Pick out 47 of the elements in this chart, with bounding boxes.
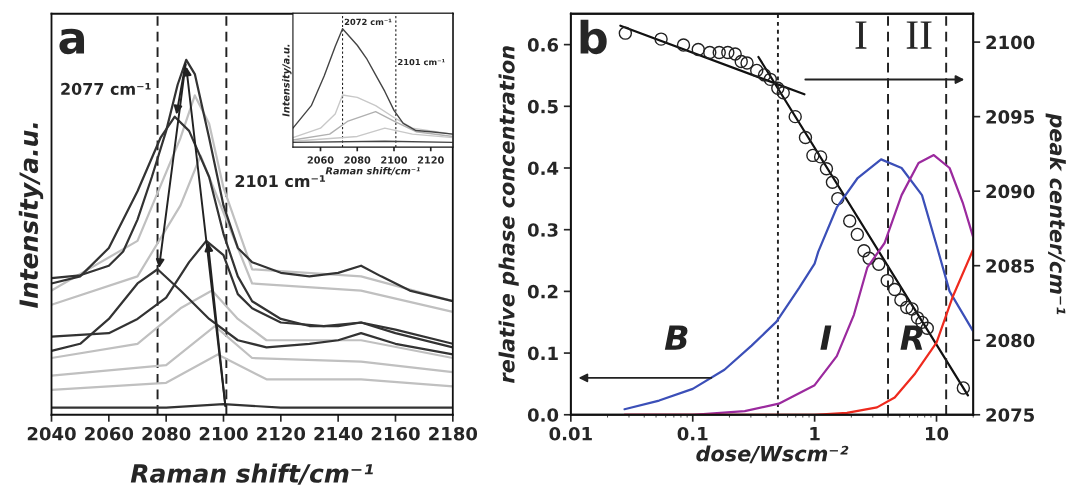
x-tick-label: 2080 [142,426,191,441]
ref-line-label: 2101 cm⁻¹ [398,58,445,66]
y-tick-label: 0.1 [527,346,558,361]
y-tick-label: 0.6 [527,38,559,52]
y-tick-label: 0.4 [527,161,559,176]
y-axis-title: Intensity/a.u. [18,123,44,308]
x-tick-label: 1 [810,427,820,441]
y-tick-label: 0.0 [527,408,559,422]
annotation: II [906,21,932,49]
annotation: b [580,19,607,55]
x-tick-label: 2120 [257,426,306,441]
x-tick-label: 2100 [199,426,248,441]
x-tick-label: 2160 [371,426,420,441]
series-label: I [820,325,832,350]
y2-tick-label: 2100 [986,35,1035,50]
x-tick-label: 2100 [381,156,408,164]
x-tick-label: 0.1 [677,426,708,441]
y-tick-label: 0.3 [527,223,558,237]
x-axis-title: Raman shift/cm⁻¹ [130,463,373,485]
ref-line-label: 2072 cm⁻¹ [344,18,392,26]
y-axis-title: relative phase concentration [498,46,519,383]
x-tick-label: 2120 [417,156,444,164]
y2-axis-title: peak center/cm⁻¹ [1045,113,1066,315]
x-tick-label: 2060 [307,156,334,164]
x-axis-title: Raman shift/cm⁻¹ [325,166,420,176]
series-label: R [900,325,923,350]
y-tick-label: 0.2 [527,284,558,299]
series-label: B [664,325,688,350]
x-tick-label: 2180 [429,426,478,441]
x-axis-title: dose/Wscm⁻² [696,445,849,464]
x-tick-label: 2040 [27,426,76,441]
ref-line-label: 2077 cm⁻¹ [61,82,151,95]
y2-tick-label: 2095 [986,110,1035,124]
text: a [59,28,85,55]
x-tick-label: 0.01 [549,426,592,441]
x-tick-label: 2140 [314,426,363,441]
y2-tick-label: 2090 [986,184,1035,199]
y2-tick-label: 2085 [986,259,1035,273]
y-axis-title: Intensity/a.u. [282,44,292,117]
ref-line-label: 2101 cm⁻¹ [235,175,326,188]
annotation: I [855,21,867,49]
x-tick-label: 2080 [344,156,371,164]
y2-tick-label: 2075 [986,408,1035,422]
x-tick-label: 10 [925,426,949,441]
y2-tick-label: 2080 [986,333,1035,348]
x-tick-label: 2060 [85,426,134,441]
y-tick-label: 0.5 [527,99,558,114]
